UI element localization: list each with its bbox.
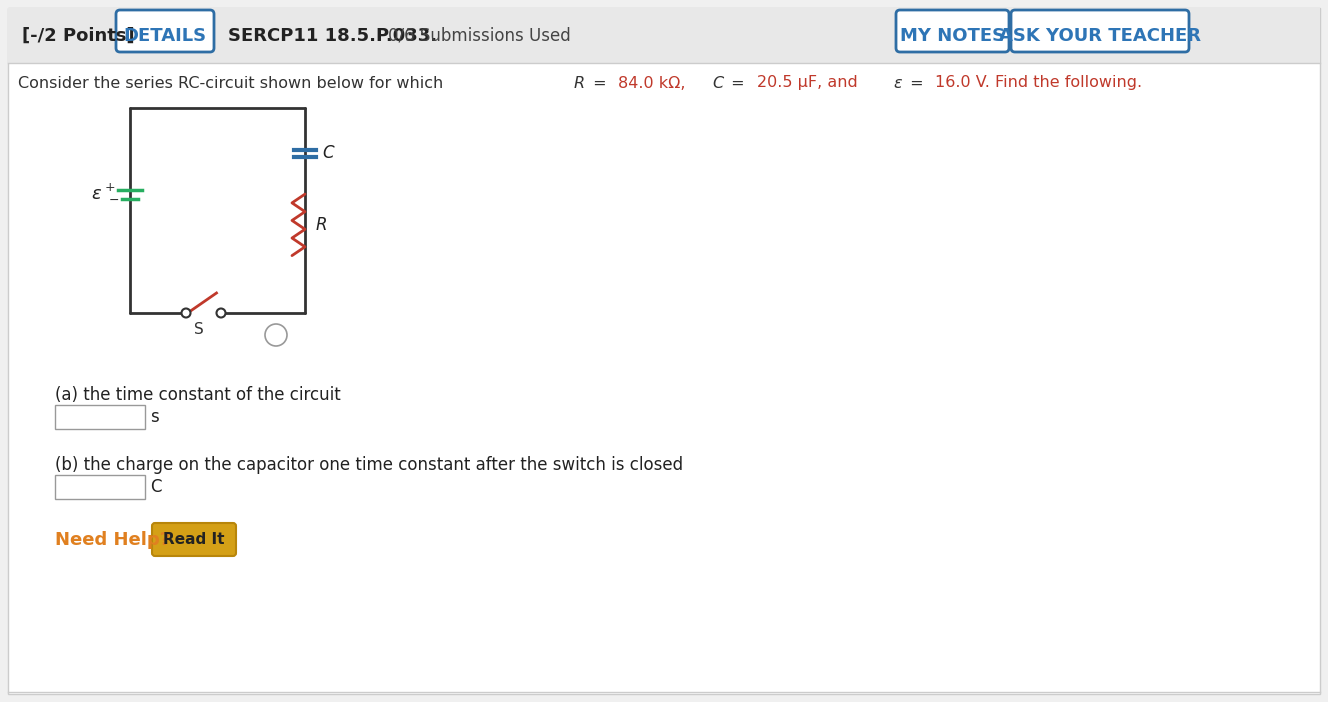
Text: C: C	[321, 144, 333, 162]
Text: −: −	[109, 194, 120, 207]
Text: =: =	[588, 76, 611, 91]
FancyBboxPatch shape	[151, 523, 236, 556]
Text: R: R	[574, 76, 584, 91]
Text: SERCP11 18.5.P.033.: SERCP11 18.5.P.033.	[228, 27, 437, 45]
Text: +: +	[105, 181, 116, 194]
Circle shape	[266, 324, 287, 346]
Text: 16.0 V. Find the following.: 16.0 V. Find the following.	[935, 76, 1142, 91]
Text: C: C	[150, 478, 162, 496]
Text: 20.5 μF, and: 20.5 μF, and	[757, 76, 863, 91]
Text: (a) the time constant of the circuit: (a) the time constant of the circuit	[54, 386, 341, 404]
Text: DETAILS: DETAILS	[124, 27, 207, 45]
Circle shape	[182, 308, 190, 317]
FancyBboxPatch shape	[1011, 10, 1189, 52]
Text: ε: ε	[894, 76, 902, 91]
Bar	[8, 8, 1320, 63]
Bar	[54, 405, 145, 429]
Text: S: S	[194, 322, 203, 336]
Text: Read It: Read It	[163, 533, 224, 548]
Text: ε: ε	[92, 185, 101, 203]
Text: 0/6 Submissions Used: 0/6 Submissions Used	[388, 27, 571, 45]
Text: 84.0 kΩ,: 84.0 kΩ,	[619, 76, 691, 91]
FancyBboxPatch shape	[116, 10, 214, 52]
Text: R: R	[316, 216, 327, 234]
Text: i: i	[274, 329, 278, 343]
Text: ASK YOUR TEACHER: ASK YOUR TEACHER	[999, 27, 1201, 45]
Text: =: =	[904, 76, 928, 91]
Text: C: C	[712, 76, 724, 91]
Circle shape	[216, 308, 226, 317]
Text: [-/2 Points]: [-/2 Points]	[23, 27, 134, 45]
Bar	[54, 475, 145, 499]
Text: Need Help?: Need Help?	[54, 531, 170, 549]
Text: s: s	[150, 408, 159, 426]
FancyBboxPatch shape	[8, 8, 1320, 694]
Text: Consider the series RC-circuit shown below for which: Consider the series RC-circuit shown bel…	[19, 76, 449, 91]
Text: =: =	[726, 76, 750, 91]
FancyBboxPatch shape	[896, 10, 1009, 52]
Text: (b) the charge on the capacitor one time constant after the switch is closed: (b) the charge on the capacitor one time…	[54, 456, 683, 474]
Text: MY NOTES: MY NOTES	[900, 27, 1005, 45]
